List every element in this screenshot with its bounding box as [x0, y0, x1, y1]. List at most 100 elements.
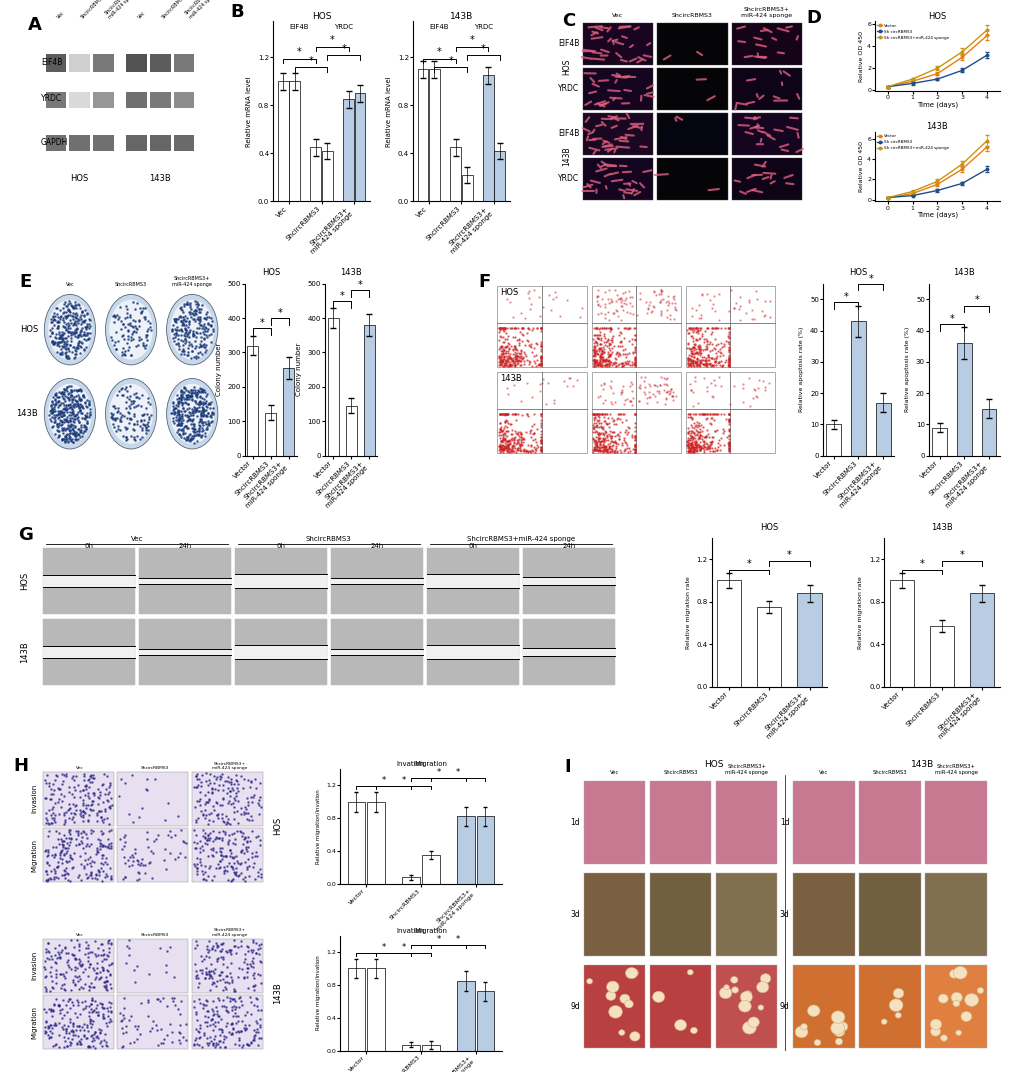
- Point: [218, 816, 234, 833]
- Point: [205, 833, 221, 850]
- Point: [180, 329, 197, 346]
- Point: [598, 356, 614, 373]
- Point: [62, 873, 78, 890]
- Point: [53, 792, 69, 809]
- Point: [495, 431, 512, 448]
- Point: [75, 768, 92, 785]
- Point: [178, 388, 195, 405]
- Point: [195, 396, 211, 413]
- Point: [93, 1032, 109, 1049]
- Point: [702, 433, 718, 450]
- Point: [142, 853, 158, 870]
- Point: [54, 299, 70, 316]
- Bar: [43, 587, 135, 614]
- Point: [589, 389, 605, 406]
- Point: [237, 805, 254, 822]
- Point: [107, 333, 123, 351]
- Point: [601, 377, 618, 394]
- Point: [520, 444, 536, 461]
- Point: [45, 838, 61, 855]
- Point: [186, 339, 203, 356]
- Point: [62, 430, 78, 447]
- Point: [194, 1038, 210, 1055]
- Text: 3d: 3d: [570, 910, 580, 919]
- Point: [624, 330, 640, 347]
- Point: [690, 430, 706, 447]
- Bar: [429, 70, 439, 202]
- Point: [239, 959, 256, 977]
- Point: [720, 405, 737, 422]
- Point: [224, 1014, 240, 1031]
- Text: EIF4B: EIF4B: [429, 24, 448, 30]
- Point: [698, 341, 714, 358]
- Point: [699, 426, 715, 443]
- Point: [525, 353, 541, 370]
- Point: [67, 396, 84, 413]
- Point: [199, 793, 215, 810]
- Point: [513, 349, 529, 367]
- Point: [228, 863, 245, 880]
- Point: [195, 807, 211, 824]
- Point: [186, 301, 203, 318]
- Point: [590, 425, 606, 442]
- Point: [167, 310, 183, 327]
- Point: [73, 956, 90, 973]
- Bar: [234, 587, 326, 614]
- Point: [494, 405, 511, 422]
- Point: [586, 440, 602, 457]
- Y-axis label: Relative apoptosis rate (%): Relative apoptosis rate (%): [905, 327, 909, 413]
- Point: [175, 418, 192, 435]
- Text: 143B: 143B: [19, 641, 29, 662]
- Point: [679, 432, 695, 449]
- Point: [66, 796, 83, 814]
- Point: [525, 431, 541, 448]
- Point: [693, 326, 709, 343]
- Point: [193, 338, 209, 355]
- Point: [47, 947, 63, 964]
- Point: [604, 327, 621, 344]
- Point: [680, 355, 696, 372]
- Point: [198, 964, 214, 981]
- Text: *: *: [787, 550, 791, 561]
- Point: [503, 443, 520, 460]
- Point: [491, 405, 507, 422]
- Point: [38, 775, 54, 792]
- Point: [614, 405, 631, 422]
- Point: [720, 319, 737, 337]
- Point: [612, 325, 629, 342]
- Text: *: *: [959, 550, 964, 561]
- Point: [206, 974, 222, 992]
- Point: [45, 312, 61, 329]
- Point: [43, 396, 59, 413]
- Point: [157, 964, 173, 981]
- Point: [510, 352, 526, 369]
- Point: [179, 419, 196, 436]
- Point: [193, 857, 209, 874]
- Point: [78, 997, 95, 1014]
- Point: [687, 443, 703, 460]
- Point: [596, 433, 612, 450]
- Point: [88, 1000, 104, 1017]
- Point: [571, 308, 587, 325]
- Point: [203, 779, 219, 796]
- Point: [192, 413, 208, 430]
- Point: [115, 315, 131, 332]
- Point: [56, 814, 72, 831]
- Point: [598, 357, 614, 374]
- Point: [131, 864, 148, 881]
- Point: [117, 955, 133, 972]
- Point: [496, 417, 513, 434]
- Point: [248, 989, 264, 1007]
- Point: [187, 967, 204, 984]
- Point: [685, 332, 701, 349]
- Point: [140, 838, 156, 855]
- Point: [227, 938, 244, 955]
- Point: [506, 338, 523, 355]
- Point: [611, 333, 628, 351]
- Point: [225, 1021, 242, 1038]
- Point: [680, 442, 696, 459]
- Point: [496, 413, 513, 430]
- Point: [682, 321, 698, 338]
- Point: [593, 405, 609, 422]
- Point: [60, 301, 76, 318]
